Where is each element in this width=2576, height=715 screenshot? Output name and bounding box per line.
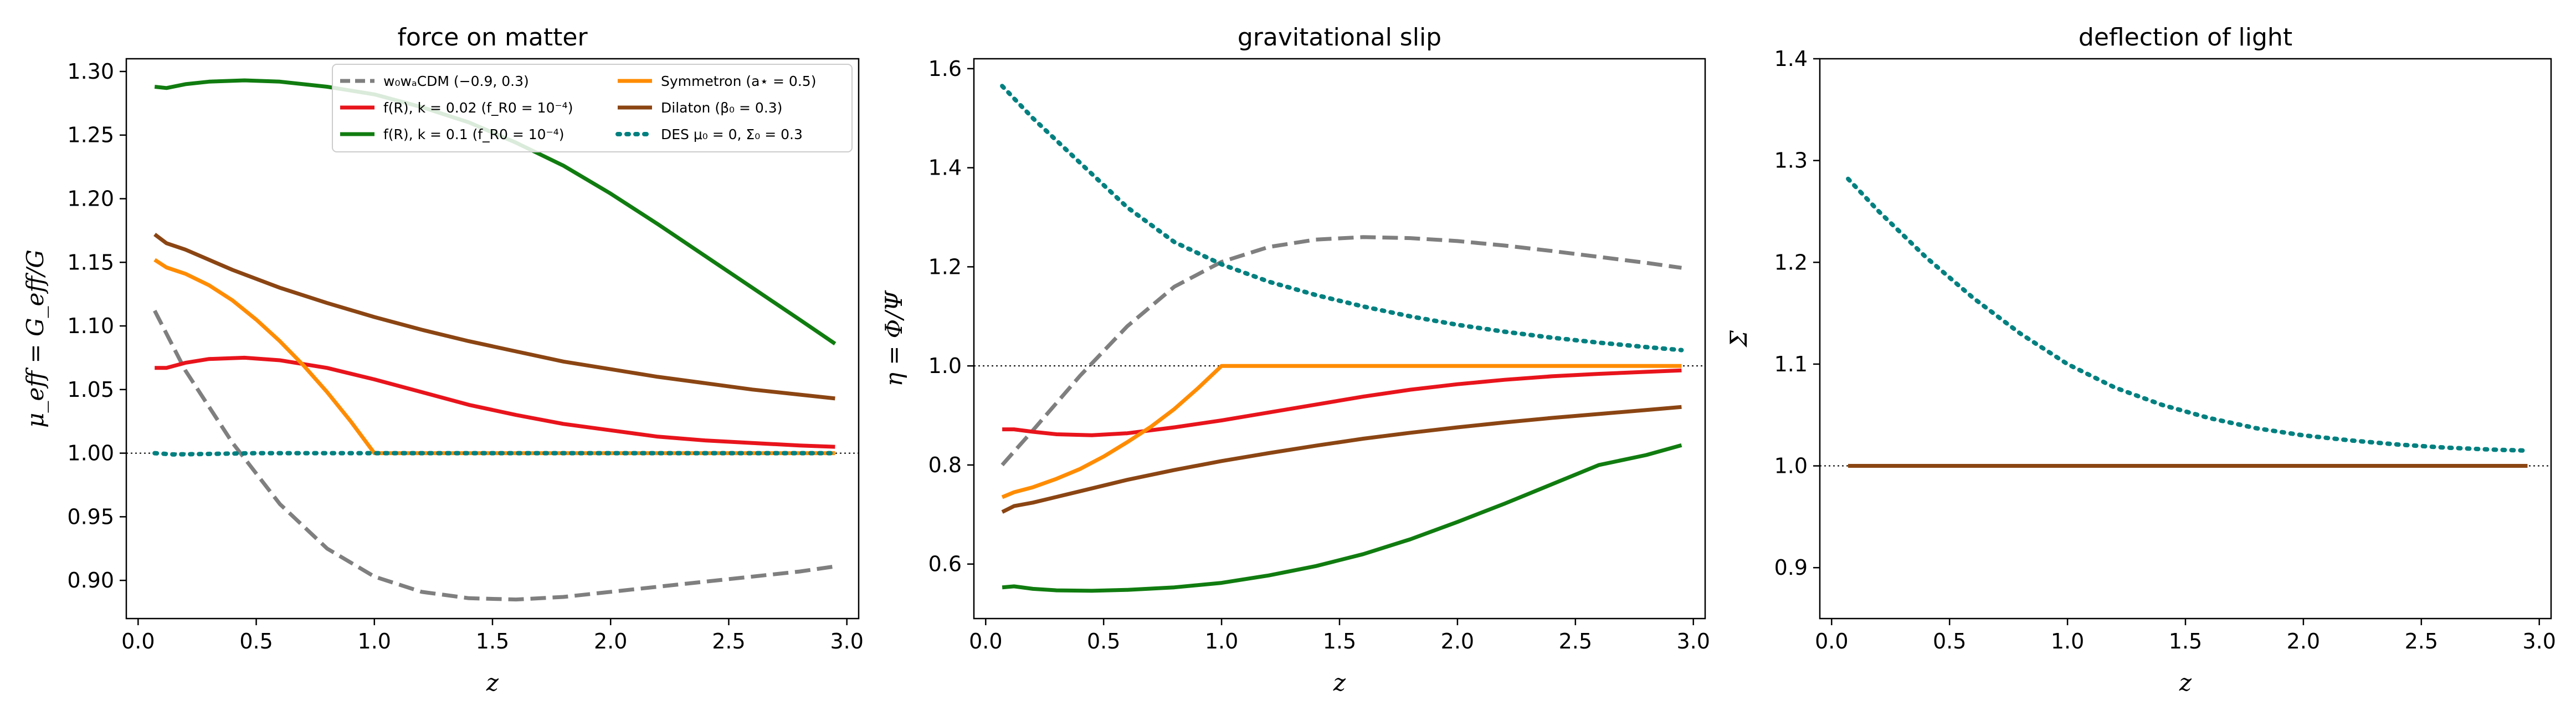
chart-title: force on matter [397,23,588,52]
series-line-6 [1000,84,1684,353]
y-axis-label: Σ [1725,330,1752,348]
series-line-1 [153,309,835,602]
x-tick-label: 0.5 [239,629,273,653]
y-tick-label: 1.4 [1774,47,1808,71]
x-tick-label: 3.0 [830,629,863,653]
y-tick-label: 0.90 [67,568,114,593]
x-tick-label: 1.0 [1205,629,1238,653]
x-tick-label: 3.0 [2522,629,2556,653]
x-tick-label: 0.5 [1087,629,1120,653]
series-group [1000,84,1684,593]
y-tick-label: 0.95 [67,504,114,529]
y-tick-label: 1.4 [928,156,962,180]
y-tick-label: 1.25 [67,123,114,147]
x-tick-label: 1.5 [2169,629,2202,653]
plot-frame [125,58,860,620]
x-tick-label: 2.0 [594,629,627,653]
legend-box [332,64,853,152]
chart-title: gravitational slip [1238,23,1441,52]
y-axis-label: η = Φ/Ψ [880,290,907,387]
y-tick-label: 1.00 [67,441,114,466]
y-tick-label: 1.10 [67,314,114,338]
series-line-4 [1001,364,1682,499]
legend-label: f(R), k = 0.1 (f_R0 = 10⁻⁴) [383,126,565,142]
chart-panel-2: gravitational slip 0.0 0.5 1.0 1.5 2.0 2.5 3.0 0… [880,23,1710,696]
y-tick-label: 1.15 [67,250,114,274]
series-line-2 [155,355,835,449]
chart-title: deflection of light [2079,23,2292,52]
legend-label: f(R), k = 0.02 (f_R0 = 10⁻⁴) [383,100,573,116]
x-tick-label: 0.5 [1933,629,1966,653]
series-line-6 [1846,176,2530,453]
y-tick-label: 1.0 [1774,454,1808,478]
series-group [1846,176,2530,468]
x-axis-label: z [486,669,499,696]
y-tick-label: 1.30 [67,59,114,84]
legend-label: DES μ₀ = 0, Σ₀ = 0.3 [661,126,803,142]
legend: w₀wₐCDM (−0.9, 0.3) f(R), k = 0.02 (f_R0 … [332,64,853,152]
x-tick-label: 0.0 [969,629,1002,653]
chart-panel-1: force on matter 0.0 0.5 1.0 1.5 2.0 2.5 3.0 0.90… [22,23,864,696]
y-tick-label: 1.3 [1774,149,1808,173]
x-tick-label: 0.0 [1815,629,1848,653]
x-tick-label: 1.5 [476,629,509,653]
series-line-2 [1002,368,1682,437]
y-tick-label: 0.6 [928,552,962,576]
x-tick-label: 1.0 [358,629,391,653]
x-axis-label: z [1333,669,1346,696]
legend-label: Symmetron (a⋆ = 0.5) [661,73,816,89]
x-tick-label: 2.5 [2405,629,2438,653]
y-tick-label: 1.1 [1774,352,1808,376]
y-axis-label: μ_eff = G_eff/G [22,249,49,428]
series-line-6 [152,451,838,457]
x-tick-label: 2.5 [1559,629,1592,653]
plot-frame [973,58,1706,620]
chart-panel-3: deflection of light 0.0 0.5 1.0 1.5 2.0 2.5 3.0… [1725,23,2556,696]
y-tick-label: 1.0 [928,354,962,378]
x-tick-label: 2.0 [1441,629,1474,653]
y-tick-label: 1.20 [67,187,114,211]
y-tick-label: 0.9 [1774,555,1808,580]
x-tick-label: 2.0 [2287,629,2320,653]
x-tick-label: 1.5 [1323,629,1356,653]
plot-frame [1819,58,2552,620]
series-line-1 [1000,235,1682,467]
x-tick-label: 3.0 [1676,629,1710,653]
y-tick-label: 1.05 [67,377,114,402]
legend-label: Dilaton (β₀ = 0.3) [661,100,782,116]
x-tick-label: 0.0 [121,629,155,653]
series-line-5 [1001,405,1682,514]
y-tick-label: 1.6 [928,57,962,81]
series-line-5 [153,233,835,401]
x-axis-label: z [2179,669,2192,696]
x-tick-label: 2.5 [712,629,745,653]
legend-label: w₀wₐCDM (−0.9, 0.3) [383,73,529,89]
x-tick-label: 1.0 [2051,629,2084,653]
y-tick-label: 1.2 [1774,250,1808,274]
y-tick-label: 1.2 [928,254,962,279]
series-line-3 [1002,443,1682,593]
y-tick-label: 0.8 [928,453,962,477]
